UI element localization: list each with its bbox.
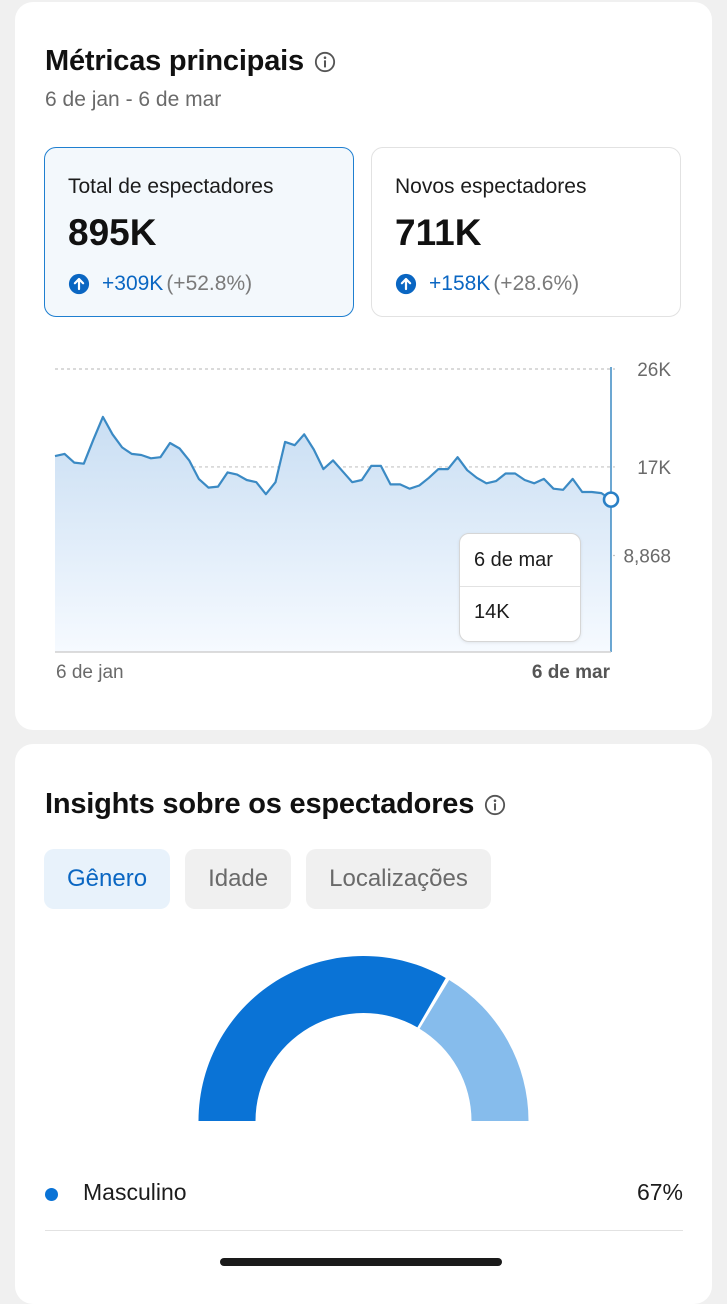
legend-label: Masculino <box>83 1179 187 1205</box>
date-range: 6 de jan - 6 de mar <box>45 88 222 111</box>
tooltip-value: 14K <box>474 601 510 623</box>
arrow-up-circle-icon <box>395 273 417 295</box>
info-icon[interactable] <box>314 51 336 73</box>
gender-gauge-chart <box>198 956 529 1121</box>
legend-value: 67% <box>636 1179 683 1205</box>
info-icon[interactable] <box>484 794 506 816</box>
metric-change-pct: (+28.6%) <box>493 272 580 295</box>
insights-title-row: Insights sobre os espectadores <box>45 788 506 821</box>
legend-item-male: Masculino 67% <box>45 1172 683 1231</box>
metric-change: +158K (+28.6%) <box>395 272 579 296</box>
legend-dot <box>45 1188 58 1201</box>
key-metrics-title: Métricas principais <box>45 45 304 77</box>
insights-title: Insights sobre os espectadores <box>45 788 475 820</box>
tab-gender[interactable]: Gênero <box>44 849 171 909</box>
arrow-up-circle-icon <box>68 273 90 295</box>
x-axis-start-label: 6 de jan <box>56 662 124 683</box>
chart-series-line <box>54 415 612 501</box>
chart-tooltip: 6 de mar 14K <box>459 533 581 642</box>
y-tick-label: 17K <box>637 458 671 479</box>
tab-locations[interactable]: Localizações <box>306 849 491 909</box>
metric-value: 711K <box>395 212 482 253</box>
metric-change-abs: +309K <box>102 272 164 295</box>
y-tick-label: 26K <box>637 360 671 381</box>
gauge-segment <box>198 956 446 1121</box>
tab-age[interactable]: Idade <box>185 849 292 909</box>
metric-label: Novos espectadores <box>395 175 587 198</box>
x-axis-end-label: 6 de mar <box>531 662 610 683</box>
metric-change-pct: (+52.8%) <box>166 272 253 295</box>
metric-change-abs: +158K <box>429 272 491 295</box>
metric-total-viewers[interactable]: Total de espectadores 895K +309K (+52.8%… <box>44 147 354 317</box>
key-metrics-title-row: Métricas principais <box>45 45 336 78</box>
home-indicator[interactable] <box>220 1258 502 1266</box>
chart-selected-point <box>602 491 620 508</box>
tooltip-divider <box>460 586 580 587</box>
key-metrics-card: Métricas principais 6 de jan - 6 de mar … <box>15 2 712 730</box>
metric-new-viewers[interactable]: Novos espectadores 711K +158K (+28.6%) <box>371 147 681 317</box>
insights-tabs: Gênero Idade Localizações <box>44 849 506 909</box>
gauge-segment <box>419 979 529 1121</box>
metric-change: +309K (+52.8%) <box>68 272 252 296</box>
metric-value: 895K <box>68 212 157 253</box>
tooltip-date: 6 de mar <box>474 549 553 571</box>
viewers-area-chart[interactable]: 26K 17K 8,868 <box>15 342 712 662</box>
viewer-insights-card: Insights sobre os espectadores Gênero Id… <box>15 744 712 1304</box>
metric-label: Total de espectadores <box>68 175 274 198</box>
y-tick-label: 8,868 <box>623 546 671 567</box>
